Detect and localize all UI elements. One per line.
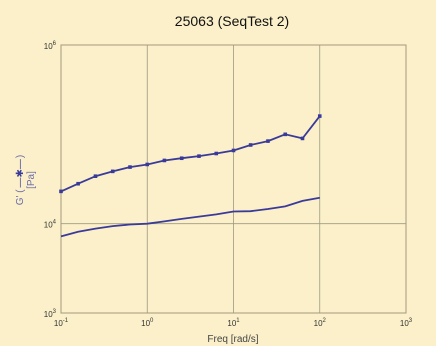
y-axis-label: G' ( —✱—) [15, 155, 26, 206]
series-1-point-4 [128, 165, 132, 169]
x-tick-label-2: 101 [227, 318, 240, 328]
y-axis-legend-marker: —✱— [15, 159, 26, 187]
x-tick-label-0: 10-1 [54, 318, 69, 328]
series-1-point-12 [266, 139, 270, 143]
y-axis-label-paren: ) [15, 155, 26, 158]
series-1-point-14 [300, 136, 305, 141]
y-axis-units: [Pa] [26, 171, 37, 189]
x-axis-label: Freq [rad/s] [207, 334, 258, 345]
series-1-point-11 [248, 143, 253, 147]
series-1-point-5 [145, 162, 150, 167]
tick-labels: 10-1 100 101 102 103 103 104 106 [44, 41, 413, 328]
series-2-line [60, 196, 320, 238]
y-tick-label-2: 106 [44, 41, 57, 51]
x-tick-label-1: 100 [141, 318, 154, 328]
series-1-point-2 [93, 174, 98, 178]
series-1-point-7 [179, 156, 184, 161]
y-axis-label-group: G' ( —✱—) [Pa] [15, 155, 37, 206]
grid [61, 45, 406, 313]
series-1-point-10 [231, 148, 236, 153]
y-tick-label-1: 104 [44, 220, 57, 230]
y-tick-label-0: 103 [44, 309, 57, 319]
series-1-point-0 [59, 189, 63, 194]
chart-title: 25063 (SeqTest 2) [175, 13, 289, 29]
series-1-point-3 [110, 169, 115, 174]
series-layer [59, 114, 322, 238]
series-1-point-6 [162, 158, 167, 163]
x-tick-label-3: 102 [314, 318, 327, 328]
series-1-line [60, 115, 321, 193]
x-tick-label-4: 103 [400, 318, 413, 328]
series-1-point-15 [317, 114, 322, 118]
y-axis-label-prefix: G' ( [15, 189, 26, 205]
series-1-point-13 [283, 132, 288, 137]
series-1-point-1 [76, 181, 80, 186]
series-1-point-9 [214, 151, 219, 156]
series-1-point-8 [197, 154, 201, 158]
